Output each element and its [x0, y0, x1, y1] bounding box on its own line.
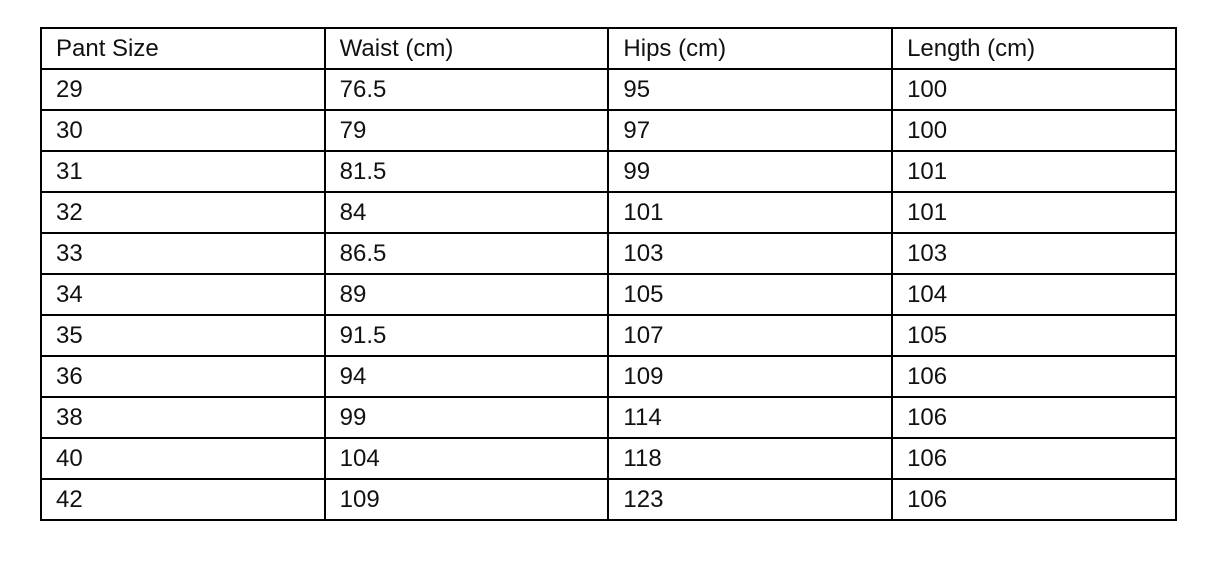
table-row: 33 86.5 103 103: [40, 232, 1177, 275]
cell-length: 101: [891, 191, 1177, 234]
cell-waist: 99: [323, 396, 610, 439]
cell-hips: 99: [607, 150, 894, 193]
cell-pant-size: 40: [40, 437, 326, 480]
table-row: 36 94 109 106: [40, 355, 1177, 398]
table-row: 38 99 114 106: [40, 396, 1177, 439]
cell-waist: 104: [323, 437, 610, 480]
cell-pant-size: 32: [40, 191, 326, 234]
size-chart-body: Pant Size Waist (cm) Hips (cm) Length (c…: [40, 27, 1177, 521]
cell-waist: 109: [323, 478, 610, 521]
table-row: 31 81.5 99 101: [40, 150, 1177, 193]
cell-pant-size: 34: [40, 273, 326, 316]
table-row: 42 109 123 106: [40, 478, 1177, 521]
header-cell-length: Length (cm): [891, 27, 1177, 70]
header-cell-waist: Waist (cm): [323, 27, 610, 70]
cell-hips: 95: [607, 68, 894, 111]
header-row: Pant Size Waist (cm) Hips (cm) Length (c…: [40, 27, 1177, 70]
cell-length: 104: [891, 273, 1177, 316]
cell-hips: 109: [607, 355, 894, 398]
cell-pant-size: 29: [40, 68, 326, 111]
cell-hips: 97: [607, 109, 894, 152]
table-row: 35 91.5 107 105: [40, 314, 1177, 357]
cell-hips: 107: [607, 314, 894, 357]
size-chart-table: Pant Size Waist (cm) Hips (cm) Length (c…: [40, 27, 1177, 521]
header-cell-hips: Hips (cm): [607, 27, 894, 70]
cell-waist: 81.5: [323, 150, 610, 193]
table-row: 32 84 101 101: [40, 191, 1177, 234]
cell-pant-size: 35: [40, 314, 326, 357]
cell-hips: 103: [607, 232, 894, 275]
cell-pant-size: 38: [40, 396, 326, 439]
cell-hips: 123: [607, 478, 894, 521]
header-cell-pant-size: Pant Size: [40, 27, 326, 70]
cell-pant-size: 36: [40, 355, 326, 398]
table-row: 29 76.5 95 100: [40, 68, 1177, 111]
cell-hips: 101: [607, 191, 894, 234]
cell-length: 106: [891, 396, 1177, 439]
cell-hips: 105: [607, 273, 894, 316]
cell-length: 100: [891, 68, 1177, 111]
table-row: 34 89 105 104: [40, 273, 1177, 316]
cell-length: 105: [891, 314, 1177, 357]
cell-length: 100: [891, 109, 1177, 152]
cell-hips: 118: [607, 437, 894, 480]
cell-waist: 94: [323, 355, 610, 398]
cell-waist: 89: [323, 273, 610, 316]
cell-waist: 79: [323, 109, 610, 152]
cell-pant-size: 30: [40, 109, 326, 152]
cell-length: 101: [891, 150, 1177, 193]
cell-waist: 84: [323, 191, 610, 234]
cell-length: 103: [891, 232, 1177, 275]
cell-length: 106: [891, 437, 1177, 480]
table-row: 40 104 118 106: [40, 437, 1177, 480]
cell-hips: 114: [607, 396, 894, 439]
table-row: 30 79 97 100: [40, 109, 1177, 152]
cell-pant-size: 31: [40, 150, 326, 193]
cell-waist: 91.5: [323, 314, 610, 357]
cell-waist: 76.5: [323, 68, 610, 111]
cell-length: 106: [891, 478, 1177, 521]
cell-length: 106: [891, 355, 1177, 398]
cell-pant-size: 33: [40, 232, 326, 275]
cell-pant-size: 42: [40, 478, 326, 521]
cell-waist: 86.5: [323, 232, 610, 275]
